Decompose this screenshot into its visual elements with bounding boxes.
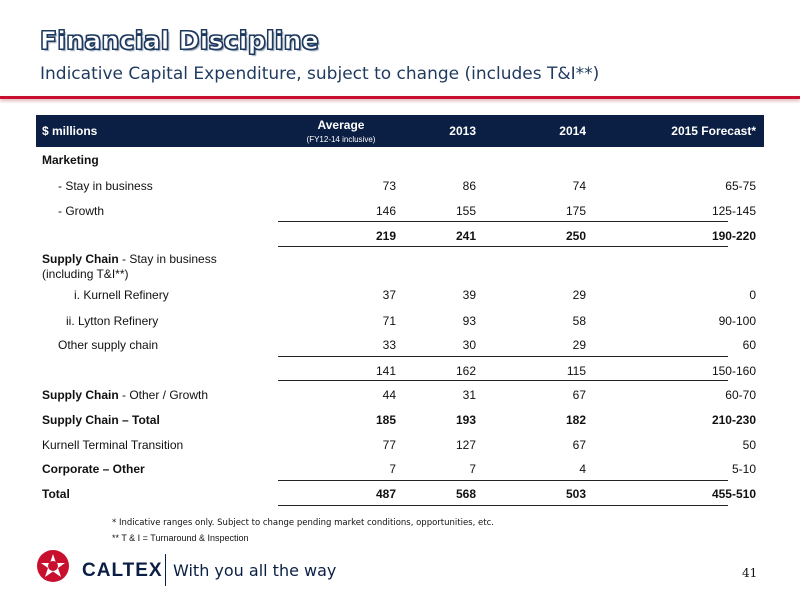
cell-2015: 50	[742, 438, 756, 452]
cell-2015: 455-510	[711, 487, 756, 501]
row-label: Corporate – Other	[42, 462, 145, 476]
cell-2015: 60-70	[725, 388, 756, 402]
cell-2014: 503	[565, 487, 586, 501]
row-label-group: Supply Chain - Stay in business	[42, 252, 217, 266]
header-2013: 2013	[449, 124, 476, 138]
cell-2013: 30	[462, 338, 476, 352]
cell-2013: 193	[455, 413, 476, 427]
row-label-tail: - Stay in business	[118, 252, 217, 266]
cell-2014: 115	[566, 364, 586, 378]
brand-divider	[165, 554, 166, 586]
cell-2015: 0	[749, 288, 756, 302]
cell-2014: 67	[572, 388, 586, 402]
cell-2015: 90-100	[718, 314, 756, 328]
cell-2015: 60	[742, 338, 756, 352]
cell-average: 141	[375, 364, 396, 378]
cell-average: 77	[382, 438, 396, 452]
cell-average: 219	[375, 229, 396, 243]
cell-2013: 568	[455, 487, 476, 501]
cell-2015: 150-160	[711, 364, 756, 378]
caltex-star-logo-icon	[37, 550, 69, 582]
cell-2013: 39	[462, 288, 476, 302]
cell-2015: 190-220	[711, 229, 756, 243]
cell-average: 7	[389, 462, 396, 476]
subtotal-rule	[278, 246, 728, 247]
total-rule	[278, 480, 728, 481]
cell-average: 73	[382, 179, 396, 193]
row-label: i. Kurnell Refinery	[74, 288, 169, 302]
brand-name: CALTEX	[82, 560, 163, 581]
cell-average: 37	[382, 288, 396, 302]
total-rule	[278, 505, 728, 506]
slide-title: Financial Discipline	[39, 26, 320, 56]
cell-2014: 250	[565, 229, 586, 243]
subtotal-rule	[278, 221, 728, 222]
header-2015: 2015 Forecast*	[671, 124, 756, 138]
cell-average: 71	[382, 314, 396, 328]
row-label: Total	[42, 487, 70, 501]
subtotal-rule	[278, 380, 728, 381]
row-label-group: Supply Chain - Other / Growth	[42, 388, 208, 402]
row-label: - Growth	[58, 204, 105, 218]
cell-2015: 210-230	[711, 413, 756, 427]
slide-subtitle: Indicative Capital Expenditure, subject …	[40, 64, 600, 84]
cell-2014: 74	[572, 179, 586, 193]
footnote-indicative: * Indicative ranges only. Subject to cha…	[112, 518, 494, 528]
header-average: Average	[317, 118, 365, 132]
table-header: $ millions Average (FY12-14 inclusive) 2…	[36, 115, 764, 147]
row-label-line2: (including T&I**)	[42, 267, 129, 281]
cell-2013: 127	[455, 438, 476, 452]
cell-2014: 67	[572, 438, 586, 452]
cell-2015: 65-75	[725, 179, 756, 193]
cell-2015: 5-10	[731, 462, 756, 476]
subtotal-rule	[278, 356, 728, 357]
page-number: 41	[742, 566, 758, 580]
row-label: Marketing	[42, 153, 99, 167]
header-average-subtitle: (FY12-14 inclusive)	[306, 135, 376, 144]
title-divider	[0, 96, 800, 99]
brand-tagline: With you all the way	[173, 561, 337, 580]
row-label: Supply Chain	[42, 252, 119, 266]
cell-2014: 58	[572, 314, 586, 328]
cell-2013: 162	[455, 364, 476, 378]
cell-average: 185	[375, 413, 396, 427]
cell-average: 44	[382, 388, 396, 402]
row-label-tail: - Other / Growth	[118, 388, 209, 402]
row-label: - Stay in business	[58, 179, 153, 193]
cell-2013: 7	[469, 462, 476, 476]
row-label: ii. Lytton Refinery	[66, 314, 159, 328]
header-units: $ millions	[42, 124, 98, 138]
cell-2015: 125-145	[711, 204, 756, 218]
cell-2013: 155	[455, 204, 476, 218]
cell-2014: 4	[579, 462, 586, 476]
cell-2013: 86	[462, 179, 476, 193]
header-2014: 2014	[559, 124, 586, 138]
footnote-ti: ** T & I = Turnaround & Inspection	[112, 533, 249, 543]
cell-average: 33	[382, 338, 396, 352]
cell-2014: 182	[565, 413, 586, 427]
cell-2013: 241	[455, 229, 476, 243]
cell-2013: 93	[462, 314, 476, 328]
cell-average: 487	[375, 487, 396, 501]
row-label: Kurnell Terminal Transition	[42, 438, 184, 452]
cell-2014: 29	[572, 338, 586, 352]
row-label: Other supply chain	[58, 338, 159, 352]
cell-average: 146	[375, 204, 396, 218]
cell-2014: 29	[572, 288, 586, 302]
cell-2014: 175	[565, 204, 586, 218]
cell-2013: 31	[462, 388, 476, 402]
row-label: Supply Chain	[42, 388, 119, 402]
row-label: Supply Chain – Total	[42, 413, 160, 427]
